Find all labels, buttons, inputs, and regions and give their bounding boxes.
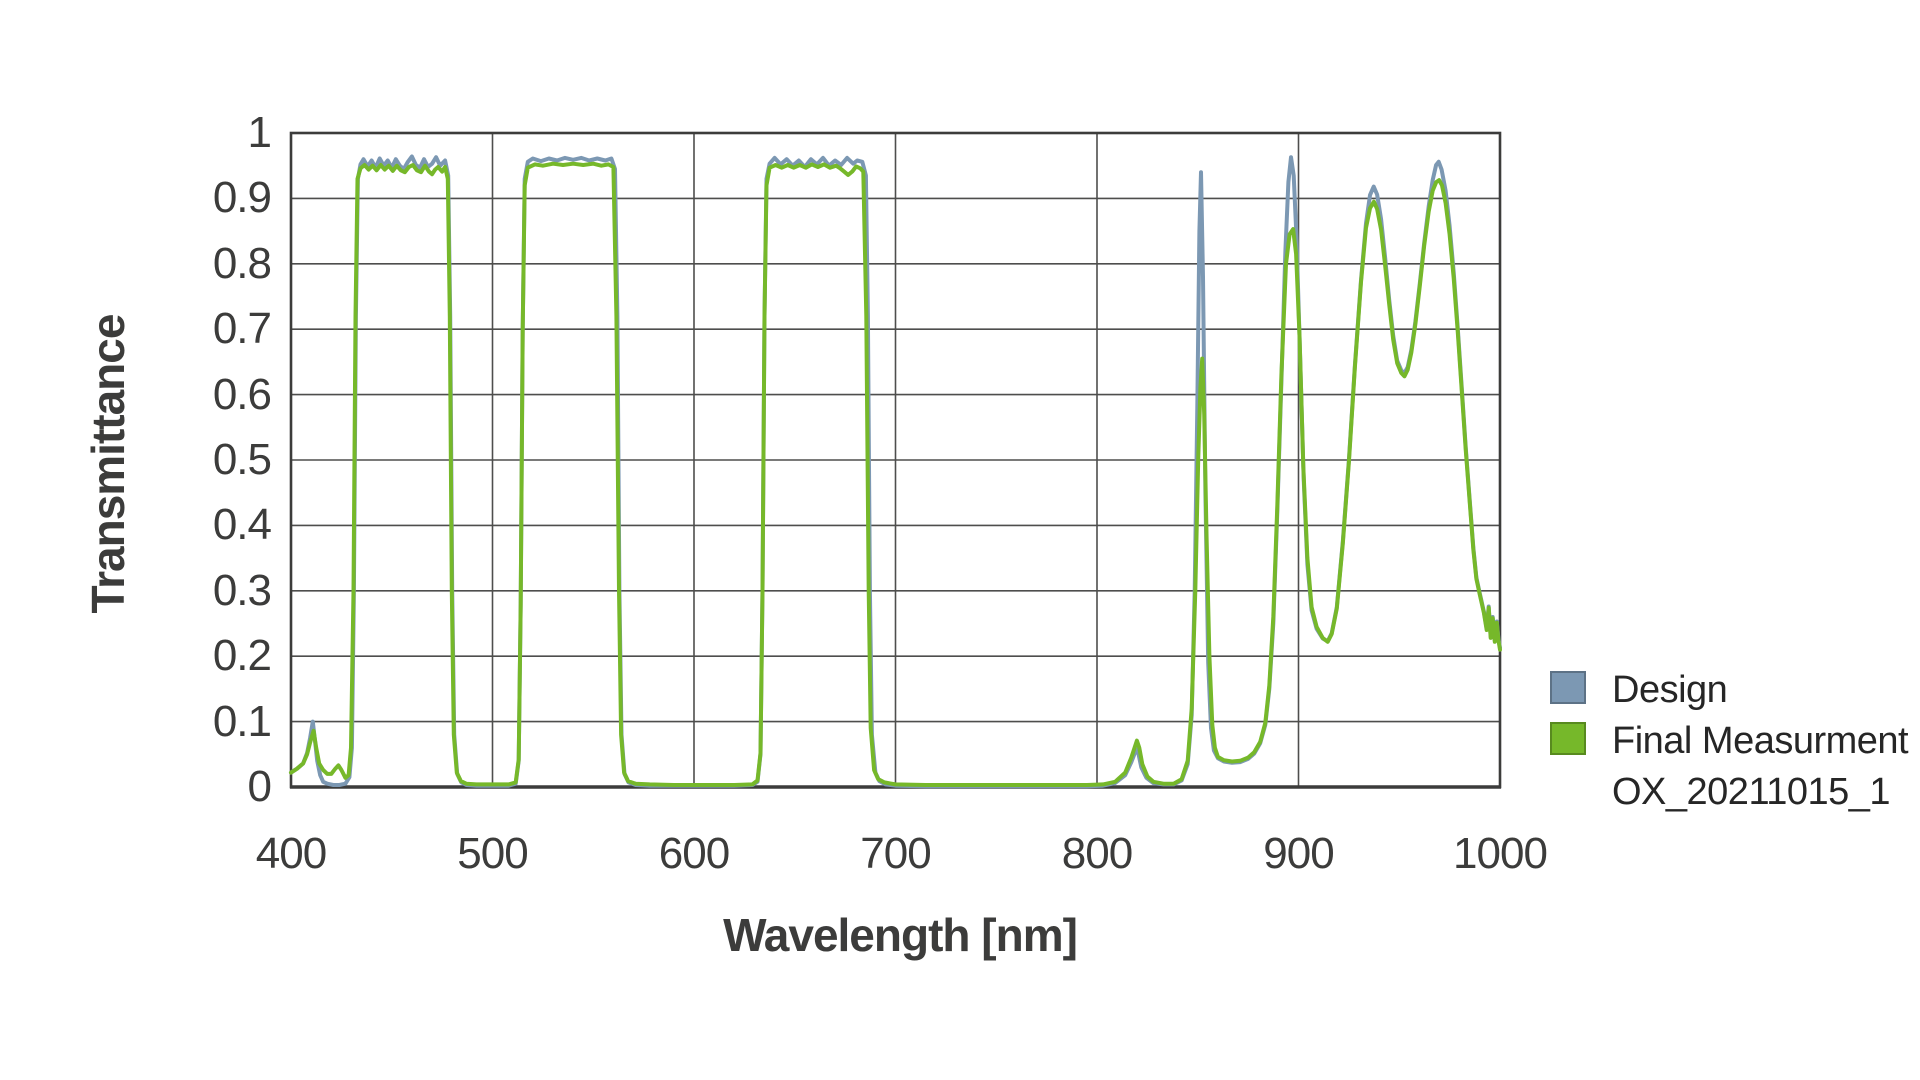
legend-label-annotation: OX_20211015_1 bbox=[1612, 771, 1891, 813]
x-tick-label: 400 bbox=[255, 829, 327, 878]
x-tick-label: 500 bbox=[457, 829, 528, 878]
y-tick-label: 0.4 bbox=[212, 500, 272, 550]
x-tick-label: 600 bbox=[658, 829, 730, 878]
legend-label-design: Design bbox=[1612, 669, 1728, 711]
y-tick-label: 0.3 bbox=[212, 565, 272, 615]
final-measurment-series-swatch bbox=[1550, 722, 1586, 755]
series-line bbox=[289, 161, 1502, 787]
y-axis-title: Transmittance bbox=[82, 314, 134, 614]
y-tick-label: 0 bbox=[247, 762, 272, 811]
legend-item-annotation: OX_20211015_1 bbox=[1550, 770, 1910, 820]
legend-item-design: Design bbox=[1550, 668, 1910, 718]
legend-item-final-measurment: Final Measurment bbox=[1550, 719, 1910, 769]
legend: Design Final Measurment OX_20211015_1 bbox=[1550, 668, 1910, 821]
y-tick-label: 0.7 bbox=[212, 304, 272, 354]
y-tick-label: 0.8 bbox=[212, 238, 272, 288]
x-tick-label: 900 bbox=[1263, 829, 1334, 878]
y-tick-label: 0.5 bbox=[212, 435, 272, 484]
x-axis-title: Wavelength [nm] bbox=[723, 909, 1078, 961]
x-tick-label: 1000 bbox=[1453, 829, 1548, 878]
x-tick-label: 800 bbox=[1061, 829, 1133, 878]
x-tick-label: 700 bbox=[860, 829, 931, 878]
design-series-swatch bbox=[1550, 671, 1586, 704]
y-tick-label: 0.6 bbox=[212, 369, 272, 419]
legend-label-final-measurment: Final Measurment bbox=[1612, 720, 1909, 762]
y-tick-label: 0.1 bbox=[212, 696, 272, 746]
y-tick-label: 0.9 bbox=[212, 173, 272, 223]
y-tick-label: 1 bbox=[247, 108, 272, 157]
y-tick-label: 0.2 bbox=[212, 631, 272, 681]
